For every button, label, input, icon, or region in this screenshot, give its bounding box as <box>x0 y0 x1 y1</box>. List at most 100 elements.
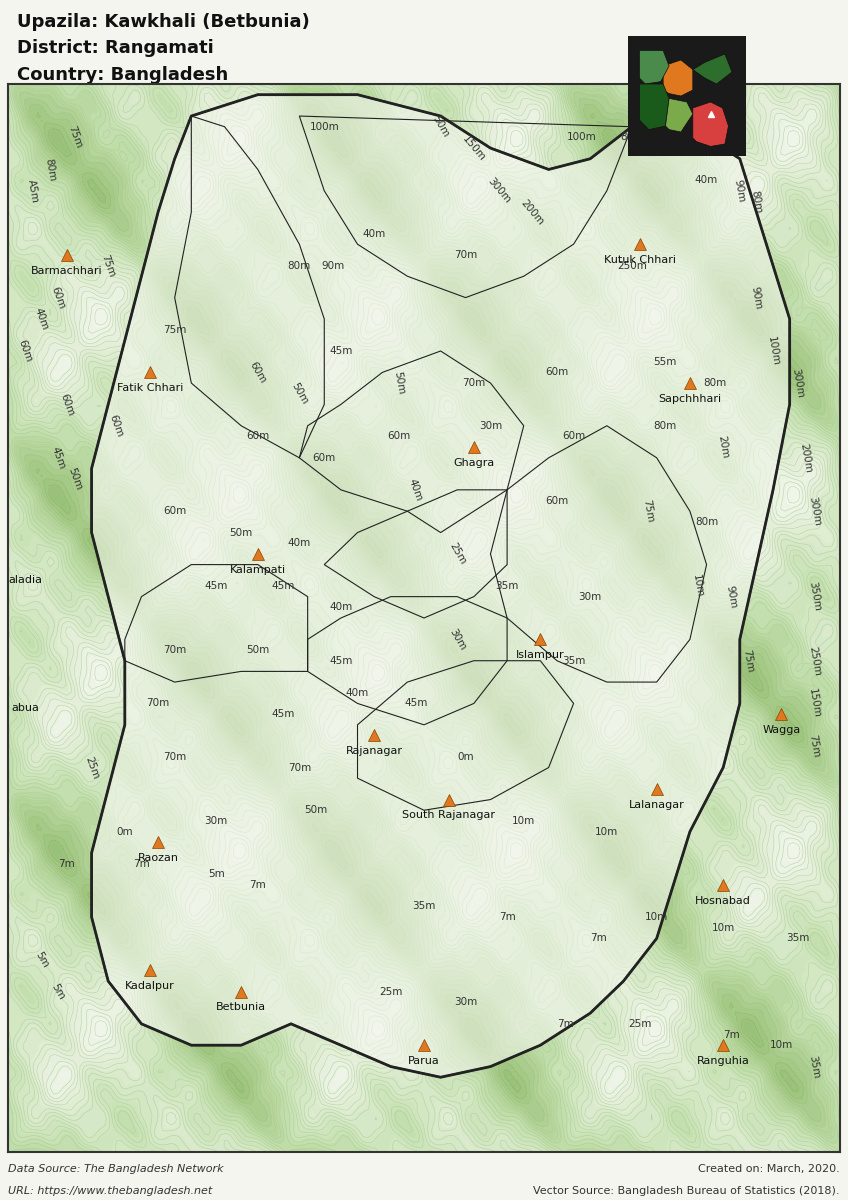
Text: 50m: 50m <box>392 371 406 395</box>
Text: 80m: 80m <box>43 157 57 181</box>
Text: Fatik Chhari: Fatik Chhari <box>116 383 183 394</box>
Text: URL: https://www.thebangladesh.net: URL: https://www.thebangladesh.net <box>8 1186 213 1195</box>
Text: 50m: 50m <box>246 646 270 655</box>
Text: 10m: 10m <box>770 1040 793 1050</box>
Text: 5m: 5m <box>33 950 50 970</box>
Text: 55m: 55m <box>653 356 677 367</box>
Text: 30m: 30m <box>454 997 477 1008</box>
Text: 0m: 0m <box>116 827 133 836</box>
Text: 100m: 100m <box>567 132 597 143</box>
Text: Country: Bangladesh: Country: Bangladesh <box>17 66 228 84</box>
Text: Hosnabad: Hosnabad <box>695 895 751 906</box>
Polygon shape <box>92 95 789 1078</box>
Text: 60m: 60m <box>545 367 569 377</box>
Text: 70m: 70m <box>163 752 187 762</box>
Text: 5m: 5m <box>208 869 225 880</box>
Text: Betbunia: Betbunia <box>216 1002 266 1013</box>
Text: Barmachhari: Barmachhari <box>31 265 103 276</box>
Text: Data Source: The Bangladesh Network: Data Source: The Bangladesh Network <box>8 1164 224 1174</box>
Text: 60m: 60m <box>313 452 336 463</box>
Text: 75m: 75m <box>163 325 187 335</box>
Text: 30m: 30m <box>578 592 602 601</box>
Text: 60m: 60m <box>163 506 187 516</box>
Text: 40m: 40m <box>287 539 311 548</box>
Text: 80m: 80m <box>287 260 311 270</box>
Text: 40m: 40m <box>33 306 50 331</box>
Text: Sapchhhari: Sapchhhari <box>658 394 722 403</box>
Text: 300m: 300m <box>485 176 512 205</box>
Text: 60m: 60m <box>50 284 67 311</box>
Text: Lalanagar: Lalanagar <box>629 799 684 810</box>
Text: 70m: 70m <box>462 378 486 388</box>
Text: 300m: 300m <box>807 496 822 527</box>
Text: 35m: 35m <box>412 901 436 911</box>
Polygon shape <box>8 84 840 1152</box>
Text: 75m: 75m <box>99 253 117 278</box>
Polygon shape <box>693 102 728 146</box>
Text: 35m: 35m <box>495 581 519 590</box>
Text: 250m: 250m <box>616 260 647 270</box>
Text: 250m: 250m <box>807 646 822 677</box>
Text: A5m: A5m <box>26 178 41 204</box>
Text: Vector Source: Bangladesh Bureau of Statistics (2018).: Vector Source: Bangladesh Bureau of Stat… <box>533 1186 840 1195</box>
Text: 80m: 80m <box>750 190 763 214</box>
Text: 200m: 200m <box>519 198 545 227</box>
Text: 7m: 7m <box>249 880 266 890</box>
Text: 100m: 100m <box>310 121 339 132</box>
Text: 10m: 10m <box>645 912 668 922</box>
Text: Ranguhia: Ranguhia <box>697 1056 750 1066</box>
Text: 40m: 40m <box>407 478 424 503</box>
Polygon shape <box>666 98 693 132</box>
Text: Kadalpur: Kadalpur <box>125 982 175 991</box>
Text: 150m: 150m <box>460 133 488 163</box>
Text: 75m: 75m <box>741 648 755 673</box>
Text: 200m: 200m <box>799 443 814 473</box>
Text: Created on: March, 2020.: Created on: March, 2020. <box>698 1164 840 1174</box>
Text: 60m: 60m <box>562 432 585 442</box>
Text: 45m: 45m <box>50 445 67 470</box>
Text: 150m: 150m <box>807 688 822 719</box>
FancyBboxPatch shape <box>624 32 750 160</box>
Text: South Rajanagar: South Rajanagar <box>403 810 495 821</box>
Text: 35m: 35m <box>786 934 810 943</box>
Text: 45m: 45m <box>271 581 294 590</box>
Text: 10m: 10m <box>711 923 735 932</box>
Text: 10m: 10m <box>691 574 706 599</box>
Text: 60m: 60m <box>545 496 569 505</box>
Text: 45m: 45m <box>329 655 353 666</box>
Text: 90m: 90m <box>724 584 739 608</box>
Text: District: Rangamati: District: Rangamati <box>17 40 214 58</box>
Text: 75m: 75m <box>66 125 84 150</box>
Text: 80m: 80m <box>653 421 677 431</box>
Text: 30m: 30m <box>447 626 467 652</box>
Text: Rajanagar: Rajanagar <box>346 746 403 756</box>
Text: 60m: 60m <box>108 413 126 438</box>
Text: 80m: 80m <box>695 517 718 527</box>
Text: 30m: 30m <box>204 816 228 826</box>
Text: abua: abua <box>11 703 39 714</box>
Text: 0m: 0m <box>457 752 474 762</box>
Text: Ghagra: Ghagra <box>453 457 494 468</box>
Text: Raozan: Raozan <box>137 853 179 863</box>
Text: 75m: 75m <box>641 499 656 523</box>
Text: 70m: 70m <box>147 698 170 708</box>
Text: 80m: 80m <box>620 132 644 143</box>
Text: 90m: 90m <box>733 179 747 203</box>
Text: 7m: 7m <box>723 1030 739 1039</box>
Text: Kalampati: Kalampati <box>230 564 286 575</box>
Text: 10m: 10m <box>595 827 618 836</box>
Text: Wagga: Wagga <box>762 725 801 734</box>
Text: 90m: 90m <box>321 260 344 270</box>
Text: 7m: 7m <box>59 859 75 869</box>
Text: 50m: 50m <box>66 467 84 492</box>
Polygon shape <box>693 54 732 84</box>
Text: 70m: 70m <box>163 646 187 655</box>
Text: 25m: 25m <box>379 986 403 997</box>
Text: 10m: 10m <box>512 816 535 826</box>
Text: 60m: 60m <box>58 391 75 418</box>
Text: 7m: 7m <box>499 912 516 922</box>
Text: 5m: 5m <box>50 982 67 1002</box>
Text: 20m: 20m <box>717 434 730 460</box>
Text: 75m: 75m <box>807 733 822 758</box>
Polygon shape <box>639 50 669 84</box>
